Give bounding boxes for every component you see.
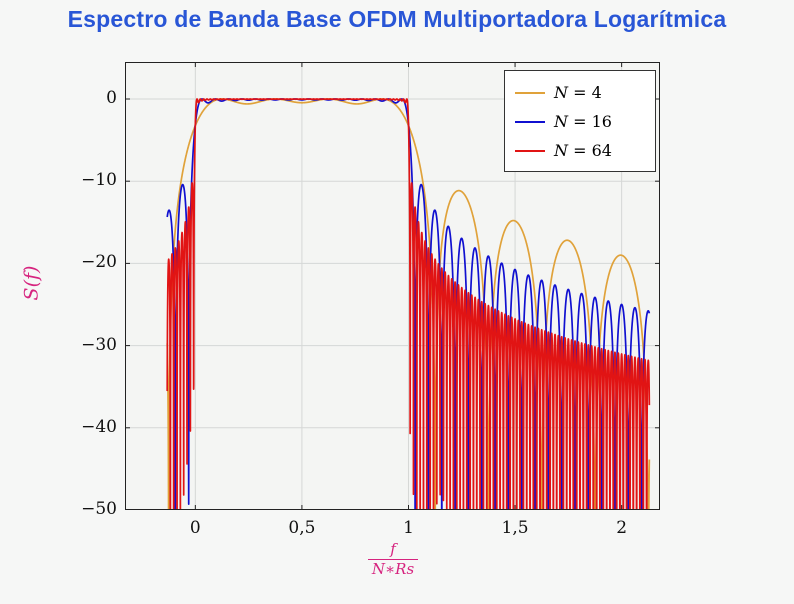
legend-line-sample <box>515 149 545 152</box>
y-axis-label: S(f) <box>20 265 43 301</box>
series-curve-64 <box>166 98 651 510</box>
x-tick-label: 0,5 <box>288 518 316 538</box>
y-tick-label: 0 <box>106 87 117 108</box>
x-axis-label-denominator: N∗Rs <box>367 559 419 578</box>
chart-title: Espectro de Banda Base OFDM Multiportado… <box>67 6 727 32</box>
legend: N = 4 N = 16 N = 64 <box>504 70 656 172</box>
x-tick-label: 2 <box>616 518 628 538</box>
legend-line-sample <box>515 120 545 123</box>
legend-entry-64: N = 64 <box>515 136 645 165</box>
y-tick-label: −30 <box>81 334 117 355</box>
x-tick-label: 1,5 <box>501 518 529 538</box>
legend-label: N = 64 <box>554 141 612 160</box>
y-tick-label: −10 <box>81 170 117 191</box>
legend-entry-4: N = 4 <box>515 78 645 107</box>
plot-frame <box>125 62 660 510</box>
legend-label: N = 4 <box>554 83 602 102</box>
x-axis-label-numerator: f <box>390 540 396 558</box>
legend-label: N = 16 <box>554 112 612 131</box>
y-tick-label: −20 <box>81 252 117 273</box>
x-tick-label: 0 <box>189 518 201 538</box>
y-tick-label: −50 <box>81 499 117 519</box>
legend-line-sample <box>515 91 545 94</box>
legend-entry-16: N = 16 <box>515 107 645 136</box>
y-tick-label: −40 <box>81 416 117 437</box>
x-axis-label: f N∗Rs <box>352 540 434 579</box>
x-tick-label: 1 <box>403 518 414 538</box>
